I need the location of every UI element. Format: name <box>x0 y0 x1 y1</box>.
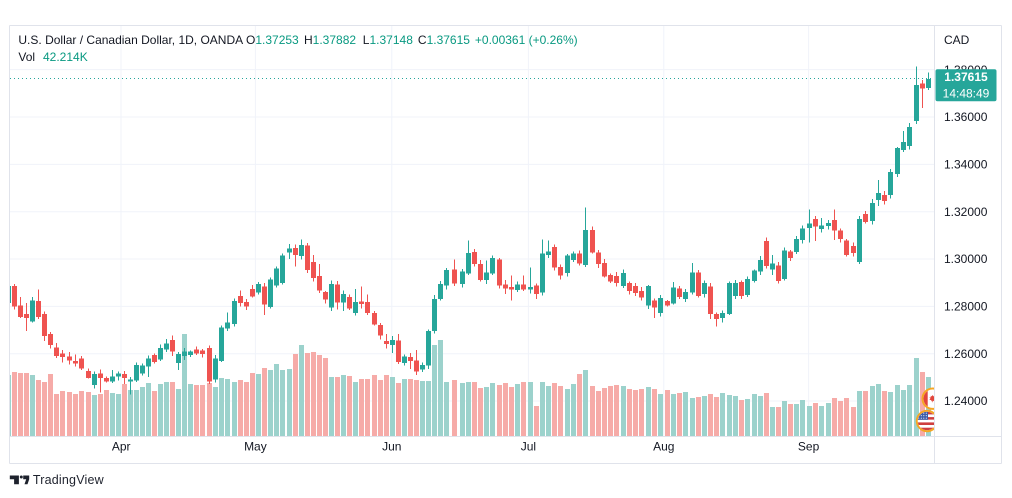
svg-text:1.26000: 1.26000 <box>944 347 988 361</box>
svg-text:1.28000: 1.28000 <box>944 300 988 314</box>
svg-text:1.24000: 1.24000 <box>944 394 988 408</box>
svg-text:CAD: CAD <box>944 33 970 47</box>
svg-text:May: May <box>244 440 267 454</box>
svg-text:Jun: Jun <box>382 440 401 454</box>
svg-text:TradingView: TradingView <box>33 473 105 487</box>
svg-text:Aug: Aug <box>653 440 674 454</box>
svg-text:Vol: Vol <box>18 50 35 64</box>
svg-text:1.34000: 1.34000 <box>944 158 988 172</box>
svg-text:1.32000: 1.32000 <box>944 205 988 219</box>
svg-text:Sep: Sep <box>798 440 820 454</box>
svg-text:1.30000: 1.30000 <box>944 252 988 266</box>
svg-text:42.214K: 42.214K <box>43 50 88 64</box>
svg-text:U.S. Dollar / Canadian Dollar,: U.S. Dollar / Canadian Dollar, 1D, OANDA… <box>18 33 577 47</box>
svg-text:1.37615: 1.37615 <box>944 70 988 84</box>
svg-text:Apr: Apr <box>112 440 131 454</box>
svg-text:14:48:49: 14:48:49 <box>943 87 990 101</box>
svg-text:Jul: Jul <box>521 440 536 454</box>
svg-text:1.36000: 1.36000 <box>944 110 988 124</box>
